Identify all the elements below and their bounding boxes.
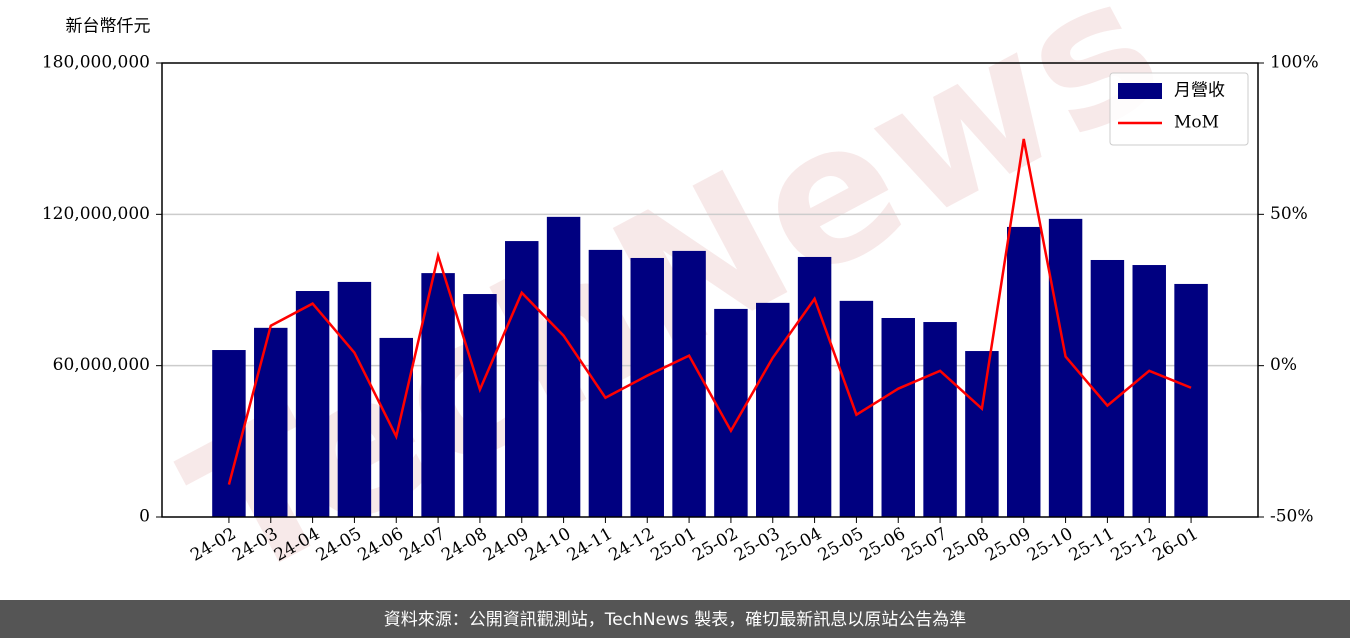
bar <box>546 216 581 517</box>
bar <box>254 327 288 517</box>
bar <box>1132 265 1166 517</box>
footer-bar <box>0 600 1350 638</box>
bar <box>212 350 246 517</box>
bar <box>923 322 957 517</box>
x-tick-label: 24-11 <box>564 524 616 566</box>
x-tick-label: 24-12 <box>606 524 658 566</box>
y-tick-label: 0 <box>139 507 150 527</box>
x-tick-label: 24-10 <box>522 524 574 566</box>
bar <box>463 294 497 517</box>
bar <box>1174 283 1208 517</box>
x-tick-label: 25-12 <box>1108 524 1160 566</box>
x-tick-label: 25-11 <box>1066 524 1118 566</box>
bar <box>797 256 832 517</box>
x-tick-label: 25-09 <box>982 524 1034 566</box>
mom-line <box>227 138 1192 485</box>
x-tick-label: 24-09 <box>480 524 532 566</box>
bar <box>295 291 330 517</box>
y2-tick-label: 50% <box>1270 204 1308 224</box>
x-tick-label: 24-08 <box>438 524 490 566</box>
plot-frame <box>161 62 1259 518</box>
y2-tick-label: 0% <box>1270 355 1297 375</box>
legend-swatch <box>1118 83 1162 99</box>
x-tick-label: 25-05 <box>815 524 867 566</box>
x-tick-label: 25-06 <box>857 524 909 566</box>
bar <box>1007 226 1041 517</box>
bar <box>421 273 455 517</box>
bar <box>505 241 539 517</box>
x-tick-label: 25-10 <box>1024 524 1076 566</box>
bar <box>337 281 372 517</box>
y-axis-label: 新台幣仟元 <box>66 17 151 37</box>
x-tick-label: 25-04 <box>773 524 825 566</box>
y-tick-label: 120,000,000 <box>42 204 150 224</box>
y-tick-label: 60,000,000 <box>53 355 150 375</box>
bar <box>881 317 915 517</box>
x-tick-label: 25-03 <box>731 524 783 566</box>
y-tick-label: 180,000,000 <box>42 53 150 73</box>
bar <box>1090 259 1125 517</box>
bar <box>714 308 748 517</box>
x-tick-label: 25-07 <box>898 524 950 566</box>
bar <box>839 300 874 517</box>
x-tick-label: 25-01 <box>647 524 699 566</box>
legend-label: MoM <box>1174 113 1219 133</box>
bar <box>379 337 413 517</box>
y2-tick-label: -50% <box>1270 507 1314 527</box>
bar <box>965 351 999 517</box>
bar <box>1048 218 1083 517</box>
bar <box>630 257 664 517</box>
bar <box>756 302 790 517</box>
x-tick-label: 25-02 <box>689 524 741 566</box>
y2-tick-label: 100% <box>1270 53 1319 73</box>
x-tick-label: 26-01 <box>1149 524 1201 566</box>
bar <box>588 249 623 517</box>
x-tick-label: 25-08 <box>940 524 992 566</box>
footer-text: 資料來源：公開資訊觀測站，TechNews 製表，確切最新訊息以原站公告為準 <box>384 610 966 630</box>
bar <box>672 250 706 517</box>
legend-label: 月營收 <box>1174 81 1225 101</box>
